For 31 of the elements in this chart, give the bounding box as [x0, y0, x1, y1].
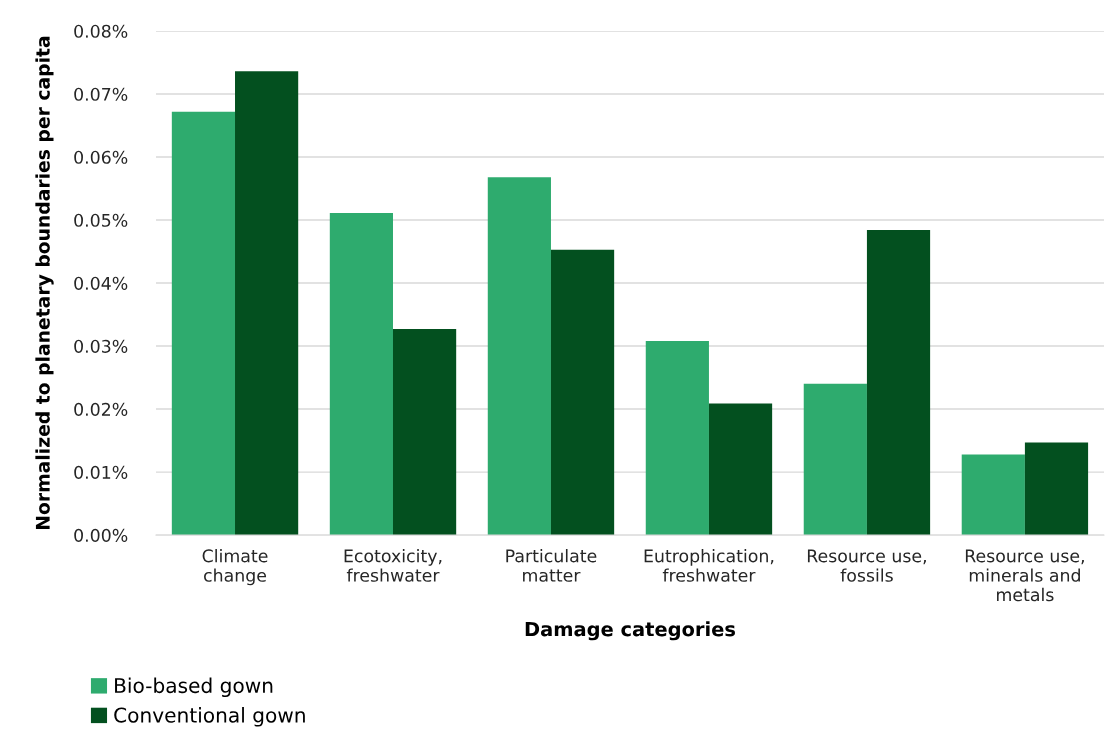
- y-tick-label: 0.01%: [74, 465, 128, 479]
- x-tick-label: Particulate matter: [506, 548, 597, 582]
- bar: [329, 213, 393, 536]
- bar: [392, 329, 457, 536]
- y-axis-title: Normalized to planetary boundaries per capita: [35, 36, 54, 529]
- y-tick-label: 0.07%: [74, 87, 128, 101]
- legend-label: Bio-based gown: [115, 677, 273, 698]
- y-tick-label: 0.00%: [74, 528, 128, 542]
- x-tick-label: Ecotoxicity, freshwater: [344, 548, 442, 582]
- bar: [866, 230, 931, 536]
- y-tick-label: 0.02%: [74, 402, 128, 416]
- x-tick-label: Resource use, minerals and metals: [965, 549, 1084, 602]
- y-tick-label: 0.03%: [74, 339, 128, 353]
- bar: [961, 454, 1025, 536]
- x-tick-label: Climate change: [202, 548, 268, 586]
- y-tick-label: 0.06%: [74, 150, 128, 164]
- x-tick-label: Resource use, fossils: [807, 549, 926, 582]
- y-tick-label: 0.08%: [74, 24, 128, 38]
- x-axis-title: Damage categories: [525, 621, 736, 641]
- y-tick-label: 0.04%: [74, 276, 128, 290]
- bar: [803, 383, 867, 536]
- bar: [235, 71, 299, 536]
- bar: [645, 341, 709, 536]
- bar: [487, 177, 551, 536]
- bar: [550, 249, 615, 536]
- y-tick-label: 0.05%: [74, 213, 128, 227]
- x-tick-label: Eutrophication, freshwater: [644, 548, 774, 582]
- legend-label: Conventional gown: [114, 707, 305, 727]
- bar: [708, 403, 773, 536]
- bar: [171, 111, 236, 536]
- bar: [1024, 442, 1089, 536]
